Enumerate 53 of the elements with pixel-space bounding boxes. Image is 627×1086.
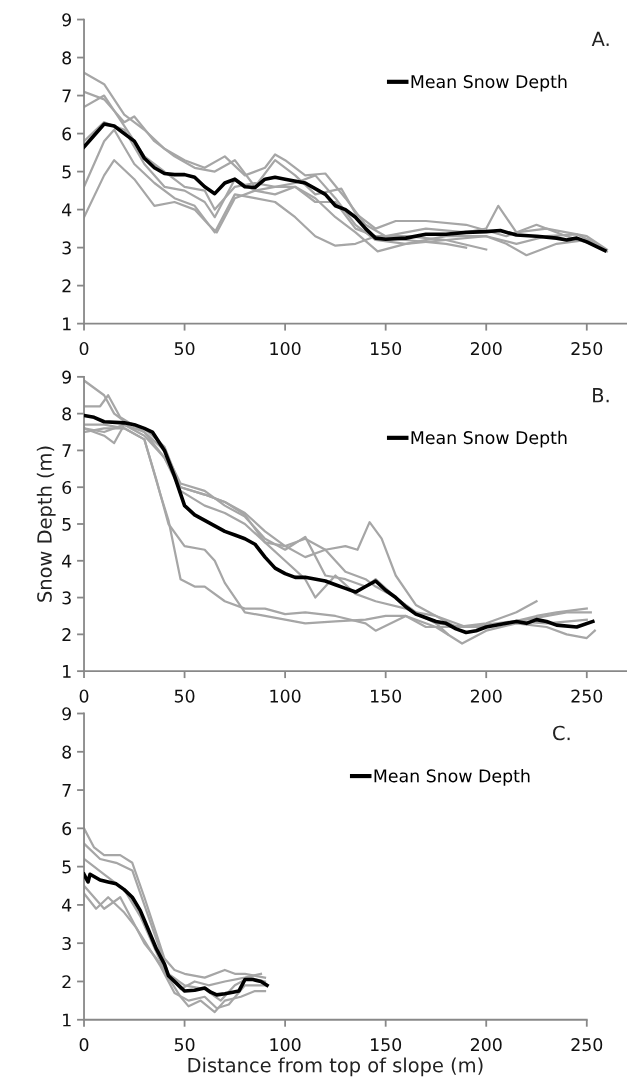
y-tick-label: 2 <box>62 279 71 293</box>
y-tick-label: 5 <box>62 860 71 874</box>
y-tick-label: 9 <box>62 13 71 27</box>
legend-label: Mean Snow Depth <box>411 74 567 92</box>
y-tick-label: 2 <box>62 628 71 641</box>
legend-label: Mean Snow Depth <box>374 768 530 786</box>
y-tick-label: 1 <box>63 1013 71 1027</box>
y-tick-label: 4 <box>62 898 72 912</box>
x-tick-label: 100 <box>270 341 301 356</box>
y-tick-label: 5 <box>62 517 71 531</box>
x-tick-label: 150 <box>371 689 402 703</box>
y-tick-label: 6 <box>62 480 72 495</box>
x-tick-label: 0 <box>79 689 89 703</box>
y-tick-label: 4 <box>62 203 72 217</box>
x-tick-label: 0 <box>79 341 89 356</box>
y-tick-label: 8 <box>62 745 72 759</box>
y-tick-label: 9 <box>62 707 71 721</box>
y-axis-title: Snow Depth (m) <box>36 446 56 602</box>
y-tick-label: 4 <box>62 554 72 568</box>
y-tick-label: 7 <box>62 89 71 103</box>
x-tick-label: 200 <box>470 1038 502 1052</box>
y-tick-label: 2 <box>62 975 71 989</box>
y-tick-label: 7 <box>62 784 71 797</box>
y-tick-label: 3 <box>62 936 71 951</box>
x-tick-label: 50 <box>174 1038 195 1052</box>
x-tick-label: 250 <box>571 1038 603 1052</box>
y-tick-label: 1 <box>63 317 71 331</box>
x-tick-label: 150 <box>371 341 402 356</box>
x-tick-label: 100 <box>270 689 301 703</box>
annotation: B. <box>593 388 609 403</box>
y-tick-label: 6 <box>62 822 72 836</box>
annotation: A. <box>591 31 609 46</box>
y-tick-label: 8 <box>62 51 72 65</box>
y-tick-label: 3 <box>62 241 71 255</box>
x-tick-label: 50 <box>174 689 195 703</box>
legend-label: Mean Snow Depth <box>411 430 567 448</box>
x-tick-label: 100 <box>270 1038 301 1052</box>
annotation: C. <box>553 725 570 741</box>
y-tick-label: 7 <box>62 444 71 458</box>
y-tick-label: 3 <box>62 591 71 605</box>
x-tick-label: 250 <box>571 689 603 703</box>
x-tick-label: 50 <box>174 341 195 356</box>
x-tick-label: 200 <box>470 689 502 703</box>
x-tick-label: 0 <box>79 1038 89 1052</box>
y-tick-label: 9 <box>62 370 71 384</box>
x-tick-label: 150 <box>371 1038 402 1052</box>
x-axis-title: Distance from top of slope (m) <box>188 1057 483 1077</box>
x-tick-label: 200 <box>470 341 502 356</box>
y-tick-label: 5 <box>62 165 71 179</box>
x-tick-label: 250 <box>571 341 603 356</box>
y-tick-label: 1 <box>63 665 71 678</box>
y-tick-label: 6 <box>62 127 72 141</box>
y-tick-label: 8 <box>62 407 72 421</box>
